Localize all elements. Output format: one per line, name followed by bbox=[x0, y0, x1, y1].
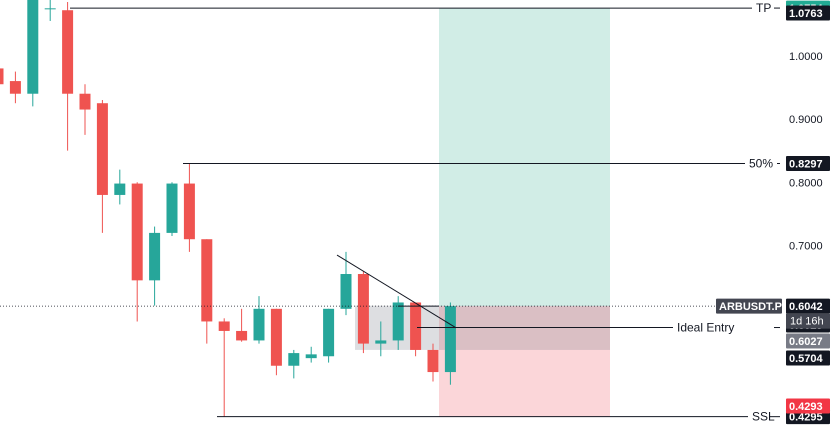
candle-body bbox=[236, 330, 248, 341]
level-lines: TP 50% Ideal Entry SSL bbox=[0, 1, 780, 424]
level-label: TP bbox=[756, 1, 771, 15]
symbol-tag: ARBUSDT.P bbox=[719, 301, 782, 313]
candle-body bbox=[62, 10, 74, 94]
level-tag-bg bbox=[786, 156, 830, 172]
candle-body bbox=[410, 302, 422, 350]
level-label: SSL bbox=[752, 410, 775, 424]
candle-body bbox=[96, 103, 108, 195]
price-tag-bg bbox=[786, 5, 830, 21]
price-tags: 1.07540.82970.57040.42951.07630.60420.60… bbox=[716, 0, 830, 425]
countdown: 1d 16h bbox=[790, 316, 824, 328]
price-tag: 0.6042 bbox=[789, 301, 823, 313]
price-tag-bg bbox=[786, 398, 830, 414]
candle-body bbox=[427, 349, 439, 373]
candle-body bbox=[0, 68, 4, 85]
countdown-bg bbox=[786, 313, 830, 329]
price-axis: 1.0000 0.9000 0.8000 0.7000 bbox=[789, 51, 823, 253]
price-tag: 0.4293 bbox=[789, 401, 823, 413]
price-tag-bg bbox=[786, 298, 830, 314]
candle-body bbox=[253, 308, 265, 341]
price-tag: 1.0763 bbox=[789, 8, 823, 20]
y-tick-label: 0.7000 bbox=[789, 241, 823, 253]
candle-body bbox=[201, 239, 213, 322]
position-zones bbox=[355, 8, 610, 417]
level-tag: 0.5704 bbox=[789, 353, 824, 365]
y-tick-label: 0.9000 bbox=[789, 114, 823, 126]
candle-body bbox=[131, 183, 143, 281]
level-tag-bg bbox=[786, 350, 830, 366]
level-tag: 0.4295 bbox=[789, 412, 823, 424]
target-zone bbox=[439, 8, 610, 307]
y-tick-label: 0.8000 bbox=[789, 177, 823, 189]
level-label: Ideal Entry bbox=[677, 321, 734, 335]
candle-body bbox=[305, 354, 317, 359]
candle-body bbox=[114, 183, 126, 195]
candle-body bbox=[166, 183, 178, 233]
y-tick-label: 1.0000 bbox=[789, 51, 823, 63]
price-tag-bg bbox=[786, 333, 830, 349]
trend-line bbox=[336, 254, 457, 329]
level-label: 50% bbox=[749, 157, 773, 171]
price-tag: 0.6027 bbox=[789, 336, 823, 348]
candle-body bbox=[27, 0, 39, 94]
candle-body bbox=[357, 274, 369, 344]
candle-body bbox=[375, 340, 387, 344]
candle-body bbox=[444, 306, 456, 373]
stop-zone bbox=[439, 306, 610, 417]
candle-body bbox=[340, 274, 352, 309]
level-tag: 0.8297 bbox=[789, 159, 823, 171]
candle-body bbox=[392, 302, 404, 341]
candle-body bbox=[218, 321, 230, 331]
candle-body bbox=[270, 308, 282, 366]
candle-body bbox=[79, 93, 91, 110]
candle-body bbox=[44, 8, 56, 10]
symbol-tag-bg bbox=[716, 298, 782, 314]
candle-body bbox=[183, 183, 195, 240]
candles bbox=[0, 0, 456, 417]
candle-body bbox=[323, 308, 335, 357]
candle-body bbox=[288, 353, 300, 366]
candle-body bbox=[9, 81, 21, 94]
candle-body bbox=[149, 232, 161, 281]
